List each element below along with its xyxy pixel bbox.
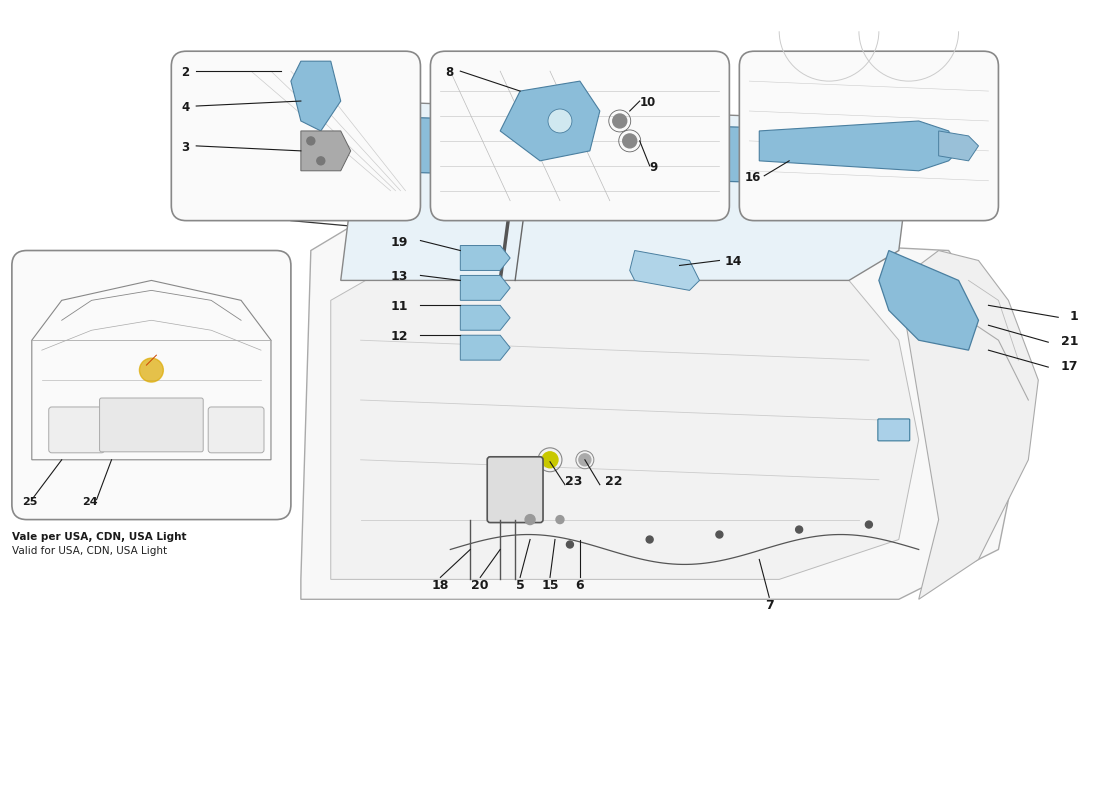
Circle shape (542, 452, 558, 468)
FancyBboxPatch shape (12, 250, 290, 519)
Polygon shape (460, 275, 510, 300)
Circle shape (623, 134, 637, 148)
Text: 23: 23 (565, 474, 582, 488)
Text: 2: 2 (182, 66, 189, 79)
Circle shape (525, 514, 535, 525)
Text: 22: 22 (605, 474, 623, 488)
Polygon shape (879, 250, 979, 350)
Polygon shape (301, 131, 351, 170)
Text: 14: 14 (725, 255, 741, 269)
Circle shape (866, 521, 872, 528)
FancyBboxPatch shape (739, 51, 999, 221)
Text: 13: 13 (390, 270, 408, 283)
Polygon shape (460, 246, 510, 270)
Polygon shape (938, 131, 979, 161)
Circle shape (548, 109, 572, 133)
Polygon shape (351, 116, 894, 186)
Text: 11: 11 (390, 300, 408, 314)
Text: 10: 10 (640, 96, 656, 109)
Text: 7: 7 (764, 599, 773, 612)
Text: 9: 9 (650, 161, 658, 174)
Text: 20: 20 (472, 579, 490, 592)
Circle shape (566, 541, 573, 548)
Circle shape (613, 114, 627, 128)
Text: 15: 15 (541, 579, 559, 592)
Circle shape (579, 454, 591, 466)
Text: 4: 4 (182, 101, 189, 114)
FancyBboxPatch shape (430, 51, 729, 221)
Circle shape (716, 531, 723, 538)
Polygon shape (301, 221, 1028, 599)
Polygon shape (899, 250, 1038, 599)
Polygon shape (759, 121, 958, 170)
Text: 25: 25 (22, 497, 37, 506)
Text: 17: 17 (1060, 360, 1078, 373)
Circle shape (556, 515, 564, 523)
Text: 1: 1 (1069, 310, 1078, 323)
Polygon shape (341, 101, 909, 281)
Text: Vale per USA, CDN, USA Light: Vale per USA, CDN, USA Light (12, 531, 186, 542)
Circle shape (795, 526, 803, 533)
FancyBboxPatch shape (172, 51, 420, 221)
FancyBboxPatch shape (100, 398, 204, 452)
Polygon shape (460, 335, 510, 360)
Polygon shape (331, 261, 918, 579)
Circle shape (646, 536, 653, 543)
Text: 12: 12 (390, 330, 408, 343)
Polygon shape (629, 250, 700, 290)
Text: 16: 16 (745, 170, 761, 184)
Circle shape (307, 137, 315, 145)
Text: 18: 18 (431, 579, 449, 592)
FancyBboxPatch shape (48, 407, 104, 453)
Text: 3: 3 (182, 141, 189, 154)
FancyBboxPatch shape (878, 419, 910, 441)
Polygon shape (290, 61, 341, 131)
Text: 19: 19 (390, 235, 408, 249)
Text: 21: 21 (1060, 335, 1078, 348)
Text: passion
since
1985: passion since 1985 (646, 285, 854, 475)
Polygon shape (460, 306, 510, 330)
FancyBboxPatch shape (208, 407, 264, 453)
Text: 8: 8 (446, 66, 453, 79)
Text: 5: 5 (516, 579, 525, 592)
Text: 24: 24 (81, 497, 97, 506)
Polygon shape (500, 81, 600, 161)
Text: Valid for USA, CDN, USA Light: Valid for USA, CDN, USA Light (12, 546, 167, 557)
FancyBboxPatch shape (487, 457, 543, 522)
Circle shape (140, 358, 163, 382)
Circle shape (317, 157, 324, 165)
Text: 6: 6 (575, 579, 584, 592)
